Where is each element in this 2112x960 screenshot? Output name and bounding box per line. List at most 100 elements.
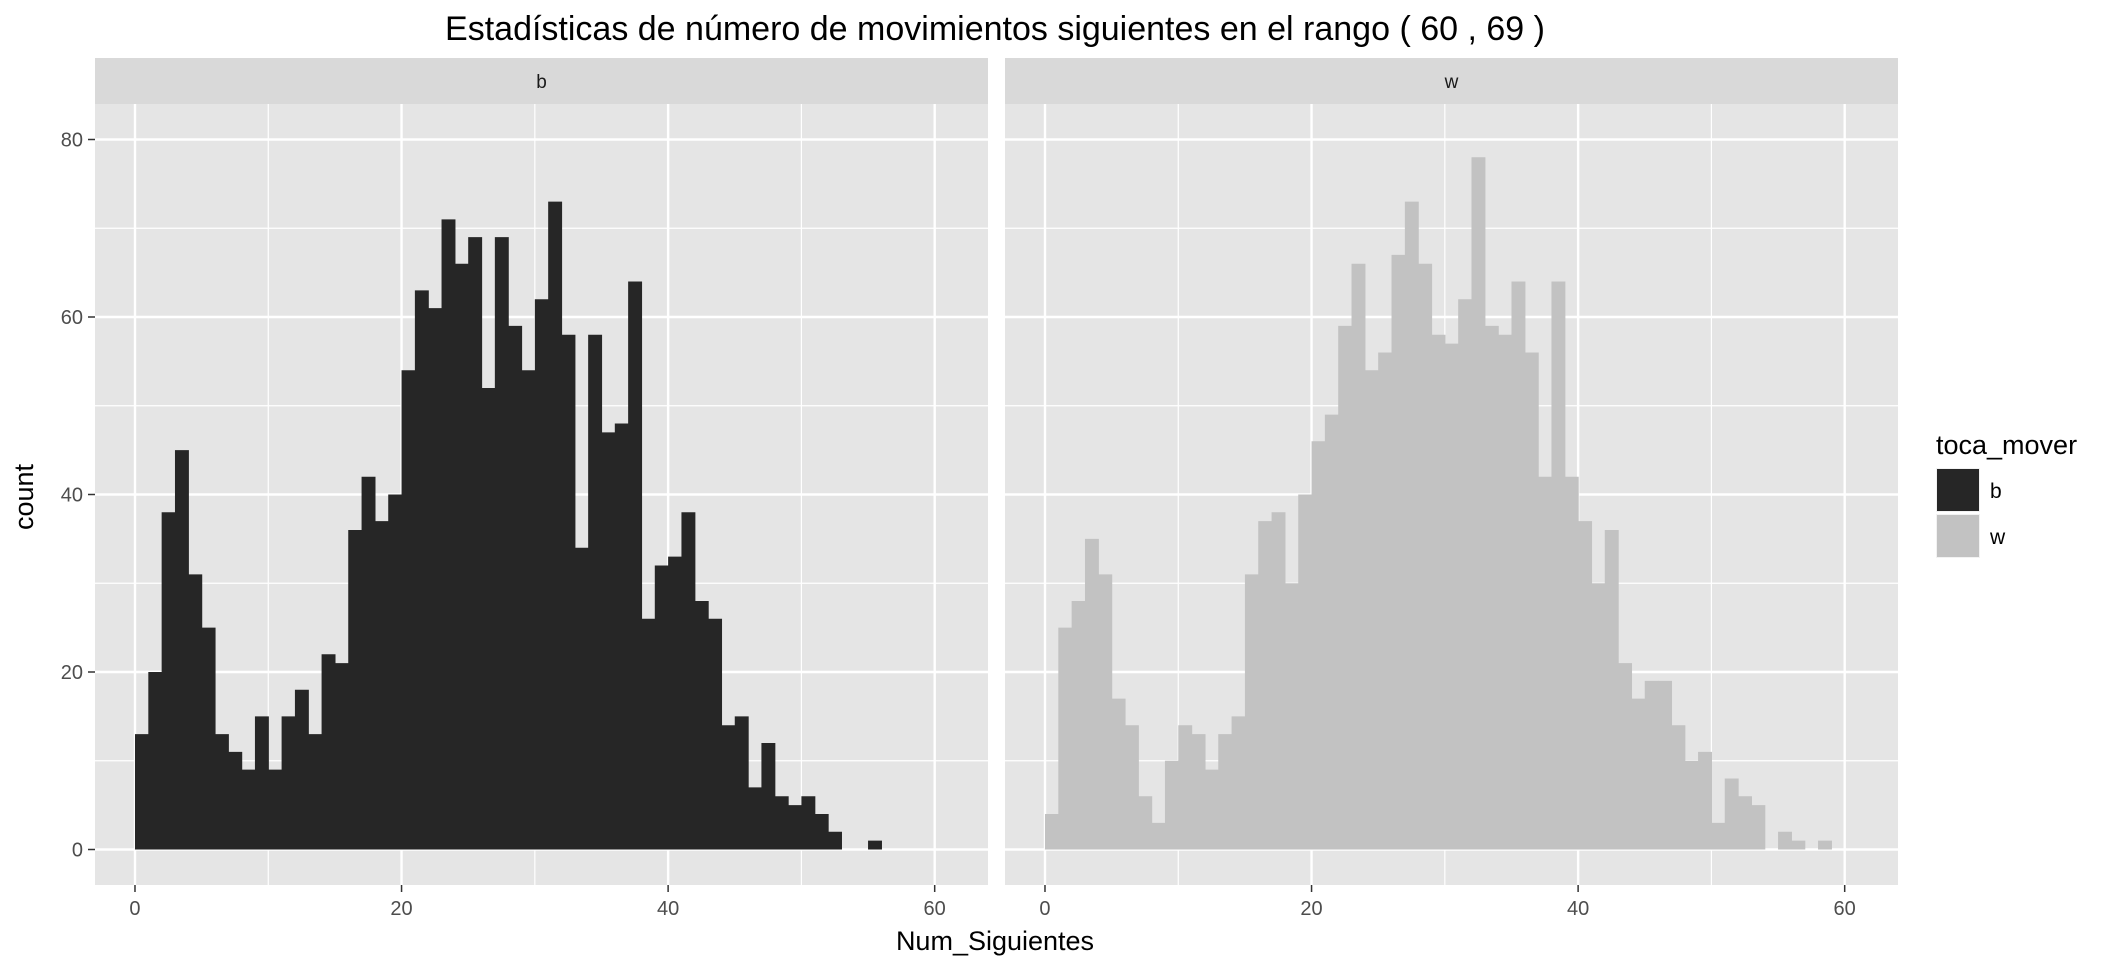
histogram-bar bbox=[414, 290, 429, 850]
histogram-bar bbox=[1351, 263, 1366, 850]
histogram-bar bbox=[1111, 698, 1126, 850]
histogram-bar bbox=[1271, 512, 1286, 850]
x-tick-label: 20 bbox=[1300, 898, 1322, 920]
histogram-bar bbox=[828, 831, 842, 850]
histogram-bar bbox=[1124, 725, 1139, 850]
histogram-bar bbox=[868, 840, 882, 850]
histogram-bar bbox=[1538, 476, 1553, 850]
histogram-bar bbox=[148, 672, 163, 850]
histogram-bar bbox=[1191, 734, 1206, 850]
histogram-bar bbox=[654, 565, 669, 850]
histogram-bar bbox=[348, 530, 363, 850]
histogram-bar bbox=[1471, 157, 1486, 850]
histogram-bar bbox=[334, 663, 349, 850]
histogram-bar bbox=[481, 388, 496, 850]
histogram-bar bbox=[254, 716, 269, 850]
histogram-bar bbox=[681, 512, 696, 850]
histogram-bar bbox=[1711, 822, 1726, 850]
histogram-bar bbox=[1498, 334, 1513, 850]
histogram-bar bbox=[1298, 494, 1313, 850]
histogram-bar bbox=[694, 601, 709, 850]
histogram-bar bbox=[761, 743, 776, 850]
facet-strip-label: b bbox=[536, 72, 547, 93]
histogram-bar bbox=[388, 494, 403, 850]
histogram-bar bbox=[1644, 680, 1659, 850]
histogram-bar bbox=[628, 281, 643, 850]
x-tick-label: 0 bbox=[129, 898, 140, 920]
histogram-bar bbox=[1138, 796, 1153, 850]
legend-entries: bw bbox=[1936, 468, 2006, 558]
histogram-bar bbox=[1071, 601, 1086, 850]
histogram-bar bbox=[174, 450, 189, 850]
histogram-bar bbox=[1791, 840, 1806, 850]
facet-panel-b: b 0 20 40 60 0 20 40 60 80 bbox=[61, 58, 988, 920]
y-tick-label: 60 bbox=[61, 307, 83, 329]
facet-panel-w: w 0 20 40 60 bbox=[1005, 58, 1898, 920]
histogram-bar bbox=[268, 769, 283, 850]
histogram-bar bbox=[134, 734, 149, 850]
histogram-bar bbox=[1431, 334, 1446, 850]
histogram-bar bbox=[494, 237, 509, 850]
histogram-bar bbox=[1751, 805, 1766, 850]
histogram-bar bbox=[1364, 370, 1379, 850]
facet-strip bbox=[1005, 58, 1898, 104]
histogram-bar bbox=[1564, 476, 1579, 850]
histogram-bar bbox=[1551, 281, 1566, 850]
legend-key-swatch bbox=[1937, 469, 1979, 511]
histogram-bar bbox=[1404, 201, 1419, 850]
histogram-bar bbox=[534, 299, 549, 850]
histogram-bar bbox=[508, 325, 523, 850]
histogram-bar bbox=[1164, 760, 1179, 850]
histogram-bar bbox=[1418, 263, 1433, 850]
histogram-bar bbox=[1098, 574, 1113, 850]
histogram-bar bbox=[294, 689, 309, 850]
histogram-bar bbox=[401, 370, 416, 850]
histogram-bar bbox=[321, 654, 336, 850]
histogram-bar bbox=[774, 796, 789, 850]
histogram-bar bbox=[1058, 627, 1073, 850]
facet-strip bbox=[95, 58, 988, 104]
histogram-bar bbox=[788, 805, 803, 850]
histogram-bar bbox=[1324, 414, 1339, 850]
x-tick-label: 40 bbox=[1567, 898, 1589, 920]
x-axis-title: Num_Siguientes bbox=[896, 926, 1094, 956]
histogram-bar bbox=[188, 574, 203, 850]
legend-key-swatch bbox=[1937, 515, 1979, 557]
histogram-bar bbox=[361, 476, 376, 850]
histogram-bar bbox=[374, 521, 389, 850]
histogram-bar bbox=[454, 263, 469, 850]
histogram-bar bbox=[1378, 352, 1393, 850]
histogram-bar bbox=[708, 618, 723, 850]
histogram-bar bbox=[748, 787, 763, 850]
histogram-bar bbox=[1484, 325, 1499, 850]
histogram-bar bbox=[1524, 352, 1539, 850]
histogram-bar bbox=[668, 556, 683, 850]
histogram-bar bbox=[1044, 814, 1059, 850]
histogram-bar bbox=[1244, 574, 1259, 850]
histogram-bar bbox=[561, 334, 576, 850]
histogram-bar bbox=[1258, 521, 1273, 850]
histogram-bar bbox=[241, 769, 256, 850]
histogram-bar bbox=[201, 627, 216, 850]
histogram-bar bbox=[1218, 734, 1233, 850]
facet-panels: b 0 20 40 60 0 20 40 60 80 w 0 20 40 60 bbox=[61, 58, 1898, 920]
histogram-bar bbox=[428, 308, 443, 850]
histogram-bar bbox=[1458, 299, 1473, 850]
histogram-bar bbox=[1444, 343, 1459, 850]
histogram-bar bbox=[734, 716, 749, 850]
histogram-bar bbox=[1684, 760, 1699, 850]
histogram-bar bbox=[1658, 680, 1673, 850]
legend-label: w bbox=[1989, 526, 2006, 549]
histogram-bar bbox=[1311, 441, 1326, 850]
histogram-bar bbox=[588, 334, 603, 850]
histogram-bar bbox=[1151, 822, 1166, 850]
histogram-bar bbox=[1084, 538, 1099, 850]
histogram-bar bbox=[1778, 831, 1792, 850]
x-tick-label: 40 bbox=[657, 898, 679, 920]
histogram-bar bbox=[228, 751, 243, 850]
y-tick-label: 80 bbox=[61, 130, 83, 152]
chart-title: Estadísticas de número de movimientos si… bbox=[445, 10, 1545, 48]
legend-label: b bbox=[1990, 480, 2002, 503]
histogram-bar bbox=[601, 432, 616, 850]
